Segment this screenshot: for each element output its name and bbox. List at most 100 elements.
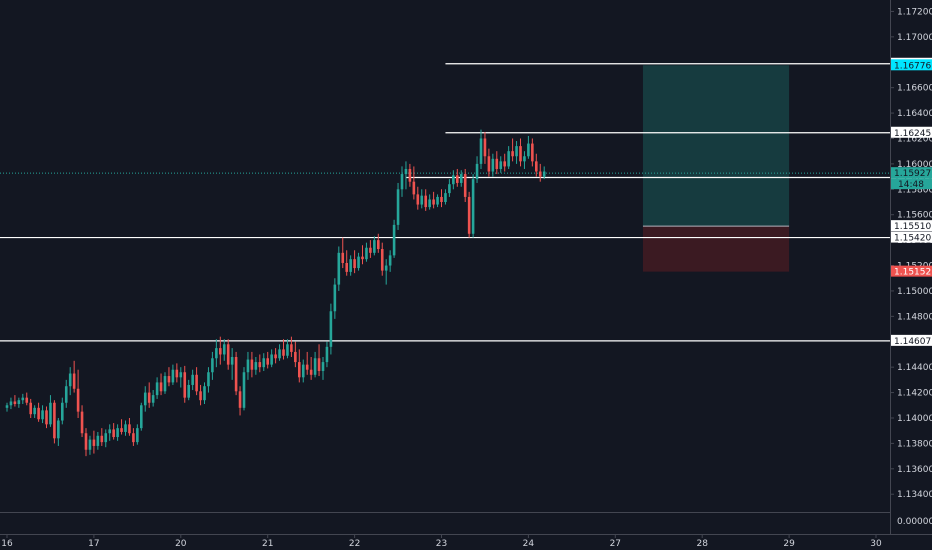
- candle-body: [475, 163, 479, 180]
- candle: [124, 420, 127, 436]
- level-price-tag-bg: [891, 231, 932, 243]
- candle-body: [313, 358, 317, 375]
- candle: [471, 174, 475, 238]
- candle: [258, 354, 262, 373]
- candle: [84, 428, 88, 457]
- candle-body: [345, 262, 348, 272]
- candle-body: [483, 138, 487, 157]
- candle: [436, 194, 439, 208]
- zero-tick-label: 0.00000: [897, 517, 932, 527]
- candle-body: [76, 388, 80, 412]
- candle: [246, 351, 250, 380]
- candle-body: [404, 168, 408, 175]
- candle: [459, 170, 463, 187]
- candle-body: [226, 344, 230, 365]
- candle: [357, 252, 360, 271]
- candle-body: [270, 354, 273, 365]
- candle: [479, 129, 483, 169]
- candle: [61, 397, 64, 425]
- position-tool[interactable]: [642, 65, 790, 272]
- level-price-tag-text: 1.14607: [894, 337, 931, 347]
- price-tick-label: 1.16000: [897, 160, 932, 170]
- time-tick-label: 22: [349, 539, 360, 549]
- candle: [365, 242, 368, 262]
- price-tag-bg: [891, 220, 932, 232]
- candle-body: [155, 382, 159, 396]
- candle: [219, 336, 222, 365]
- candle-body: [242, 372, 246, 408]
- candle-body: [361, 256, 364, 260]
- candle-body: [222, 344, 226, 355]
- candle-body: [116, 428, 119, 438]
- price-tick-label: 1.13800: [897, 439, 932, 449]
- candle-body: [286, 344, 289, 356]
- horizontal-levels[interactable]: [0, 63, 890, 342]
- candle: [242, 367, 246, 411]
- candle-body: [171, 369, 175, 383]
- candle: [183, 365, 187, 403]
- candle-body: [21, 397, 25, 401]
- candle: [523, 151, 526, 169]
- candle-body: [278, 349, 281, 359]
- candle: [294, 341, 297, 368]
- candle: [353, 250, 356, 274]
- candle: [380, 242, 384, 276]
- candle: [104, 429, 108, 448]
- level-price-tag-bg: [891, 126, 932, 138]
- candle-body: [420, 195, 424, 205]
- candle-body: [195, 374, 198, 392]
- candle-body: [325, 346, 329, 363]
- time-tick-label: 21: [262, 539, 273, 549]
- candle-body: [45, 410, 48, 425]
- candle-body: [503, 161, 506, 167]
- price-tag: 1.15510: [891, 220, 932, 232]
- candle-body: [96, 435, 100, 446]
- price-tick-label: 1.15600: [897, 211, 932, 221]
- price-labels: 1.167881.162451.158931.154201.146071.167…: [891, 57, 932, 347]
- candle-body: [191, 374, 194, 385]
- candle: [361, 245, 364, 265]
- candle-body: [542, 171, 546, 177]
- candle-body: [167, 376, 171, 383]
- time-tick-label: 16: [1, 539, 13, 549]
- candle: [226, 339, 230, 370]
- price-tick-label: 1.17000: [897, 33, 932, 43]
- candle-body: [238, 391, 242, 408]
- candle: [215, 339, 218, 368]
- candle: [270, 349, 273, 368]
- price-tick-label: 1.16200: [897, 134, 932, 144]
- candle-body: [13, 401, 17, 405]
- candle: [278, 344, 281, 361]
- candle: [305, 351, 309, 375]
- candle-body: [230, 357, 234, 365]
- candle-body: [353, 259, 356, 269]
- candle: [195, 367, 198, 396]
- candle-body: [61, 402, 64, 421]
- candle-body: [80, 411, 84, 434]
- time-tick-label: 20: [175, 539, 187, 549]
- level-price-tag: 1.16245: [891, 126, 932, 139]
- candle-body: [337, 252, 341, 285]
- candle-body: [400, 174, 404, 190]
- candle-body: [388, 255, 392, 266]
- candle: [369, 240, 372, 258]
- candle: [222, 339, 226, 361]
- candle-body: [57, 420, 60, 439]
- countdown-tag: 14:48: [891, 178, 932, 190]
- candle-body: [515, 146, 518, 157]
- candle: [9, 397, 13, 410]
- candle-body: [436, 196, 439, 205]
- candle-body: [151, 395, 155, 403]
- candle-body: [412, 181, 416, 195]
- candle: [64, 379, 68, 408]
- candle: [298, 349, 301, 383]
- candle-body: [159, 382, 163, 392]
- price-tag-text: 1.16776: [894, 61, 931, 71]
- candle-body: [463, 174, 467, 197]
- candle: [527, 135, 530, 159]
- candle: [499, 156, 503, 173]
- candle: [175, 363, 179, 383]
- level-price-tag: 1.14607: [891, 334, 932, 347]
- candle: [452, 170, 455, 190]
